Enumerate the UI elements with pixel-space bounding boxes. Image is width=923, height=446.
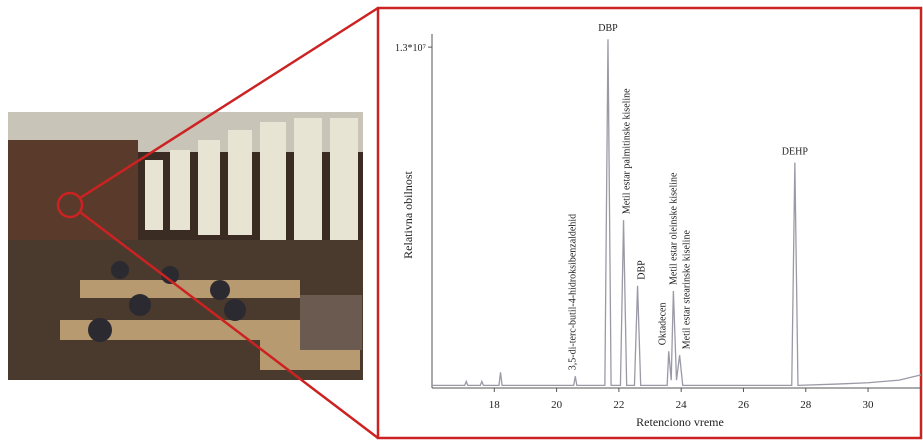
x-tick-label: 18 (489, 399, 501, 411)
x-tick-label: 22 (613, 399, 624, 411)
x-tick-label: 28 (800, 399, 812, 411)
peak-label: DEHP (782, 146, 809, 157)
y-axis-title: Relativna obilnost (401, 171, 415, 259)
y-tick-label: 1.3*10⁷ (395, 43, 427, 54)
x-axis-title: Retenciono vreme (636, 415, 724, 429)
peak-label: Metil estar palmitinske kiseline (622, 88, 633, 214)
page: {"chart_data": {"type": "line", "x_label… (0, 0, 923, 446)
peak-label: Oktadecen (658, 303, 669, 346)
x-tick-label: 26 (738, 399, 750, 411)
photo (8, 112, 363, 380)
x-tick-label: 20 (551, 399, 563, 411)
peak-label: 3,5-di-terc-butil-4-hidroksibenzaldehid (567, 214, 578, 370)
x-tick-label: 30 (863, 399, 875, 411)
zoom-frame (378, 8, 921, 438)
figure: Retenciono vreme Relativna obilnost 18 20… (0, 0, 923, 441)
peak-label: Metil estar stearinske kiseline (682, 230, 693, 350)
peak-label: Metil estar oleinske kiseline (668, 172, 679, 285)
x-tick-label: 24 (676, 399, 688, 411)
peak-label: DBP (598, 23, 618, 34)
peak-label: DBP (637, 260, 648, 280)
